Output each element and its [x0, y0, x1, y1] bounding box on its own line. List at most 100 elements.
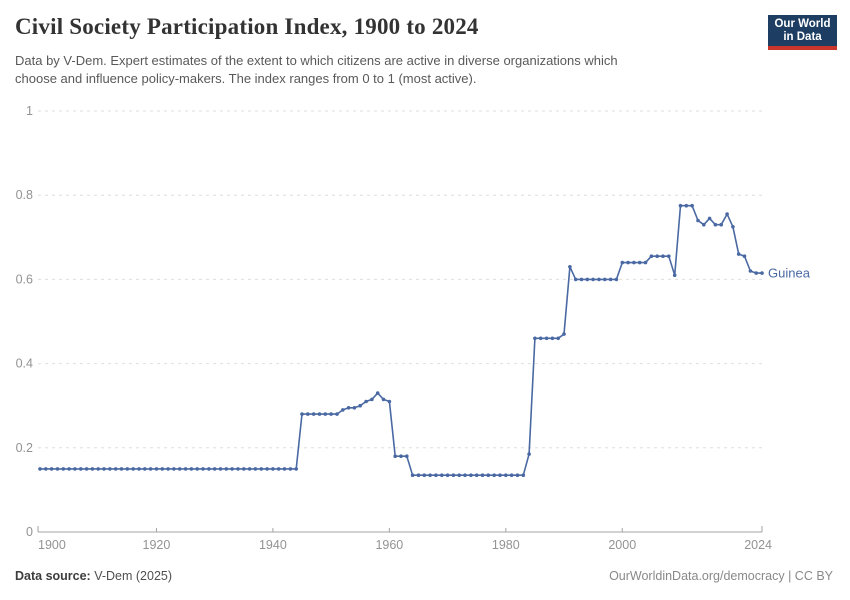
- data-point: [38, 467, 42, 471]
- data-point: [323, 412, 328, 416]
- data-point: [172, 467, 176, 471]
- data-point: [742, 254, 747, 258]
- y-tick-label: 0.6: [16, 272, 33, 286]
- data-point: [760, 271, 764, 275]
- data-point: [242, 467, 246, 471]
- data-point: [573, 277, 578, 282]
- data-point: [486, 473, 491, 478]
- data-point: [707, 216, 712, 221]
- data-point: [230, 467, 234, 471]
- y-tick-label: 0: [26, 525, 33, 539]
- x-tick-label: 1960: [375, 538, 403, 552]
- data-point: [667, 254, 671, 258]
- data-point: [649, 254, 654, 258]
- data-point: [451, 473, 456, 478]
- data-point: [410, 473, 415, 478]
- data-point: [108, 467, 112, 471]
- y-tick-label: 0.4: [16, 357, 33, 371]
- data-point: [550, 336, 555, 341]
- data-point: [370, 397, 374, 402]
- data-point: [253, 467, 258, 471]
- data-point: [731, 225, 735, 229]
- x-tick-label: 2000: [608, 538, 636, 552]
- data-point: [335, 412, 339, 416]
- x-tick-label: 1900: [38, 538, 66, 552]
- data-point: [143, 467, 147, 471]
- data-point: [643, 260, 648, 265]
- data-point: [515, 473, 520, 478]
- data-point: [375, 391, 380, 395]
- data-point: [201, 467, 205, 471]
- data-point: [521, 473, 526, 478]
- data-source-value: V-Dem (2025): [90, 569, 173, 583]
- data-source-note: Data source: V-Dem (2025): [15, 569, 172, 583]
- data-point: [259, 467, 264, 471]
- data-point: [463, 473, 467, 478]
- data-point: [474, 473, 479, 478]
- data-point: [224, 467, 229, 471]
- data-point: [44, 467, 48, 471]
- chart-title: Civil Society Participation Index, 1900 …: [15, 14, 479, 39]
- data-point: [608, 277, 613, 282]
- data-point: [329, 412, 333, 416]
- data-point: [265, 467, 269, 471]
- data-point: [713, 222, 718, 227]
- data-point: [661, 254, 665, 258]
- data-point: [498, 473, 502, 478]
- data-point: [393, 454, 398, 459]
- data-point: [49, 467, 54, 471]
- data-point: [504, 473, 508, 478]
- data-point: [637, 260, 642, 265]
- owid-logo-line2: in Data: [783, 31, 822, 43]
- data-point: [137, 467, 141, 471]
- data-point: [725, 212, 729, 216]
- data-point: [247, 467, 252, 471]
- data-point: [428, 473, 432, 478]
- data-point: [79, 467, 83, 471]
- series-label-guinea: Guinea: [768, 266, 811, 281]
- data-point: [632, 260, 636, 265]
- data-point: [556, 336, 560, 341]
- data-source-label: Data source:: [15, 569, 91, 583]
- owid-logo-line1: Our World: [774, 18, 831, 30]
- data-point: [381, 397, 386, 402]
- data-point: [90, 467, 95, 471]
- data-point: [405, 454, 409, 459]
- data-point: [440, 473, 444, 478]
- y-tick-label: 1: [26, 104, 33, 118]
- y-tick-label: 0.2: [16, 441, 33, 455]
- data-point: [183, 467, 188, 471]
- data-point: [591, 277, 595, 282]
- data-point: [288, 467, 293, 471]
- data-point: [509, 473, 514, 478]
- data-point: [55, 467, 60, 471]
- x-tick-label: 2024: [744, 538, 772, 552]
- data-point: [346, 406, 351, 410]
- data-point: [568, 265, 572, 269]
- data-point: [195, 467, 199, 471]
- credit-link: OurWorldinData.org/democracy | CC BY: [609, 569, 833, 583]
- data-point: [399, 454, 403, 459]
- data-point: [422, 473, 427, 478]
- data-point: [457, 473, 462, 478]
- data-point: [544, 336, 549, 341]
- data-point: [469, 473, 473, 478]
- y-tick-label: 0.8: [16, 188, 33, 202]
- data-point: [603, 277, 607, 282]
- data-point: [754, 271, 758, 275]
- data-point: [236, 467, 240, 471]
- data-point: [387, 399, 392, 404]
- data-point: [364, 399, 368, 404]
- data-point: [311, 412, 316, 416]
- guinea-line: [39, 204, 763, 477]
- data-point: [119, 467, 124, 471]
- data-point: [154, 467, 159, 471]
- data-point: [597, 277, 601, 282]
- data-point: [533, 336, 537, 341]
- data-point: [160, 467, 165, 471]
- data-point: [748, 269, 753, 273]
- data-point: [276, 467, 281, 471]
- data-point: [492, 473, 497, 478]
- data-point: [294, 467, 299, 471]
